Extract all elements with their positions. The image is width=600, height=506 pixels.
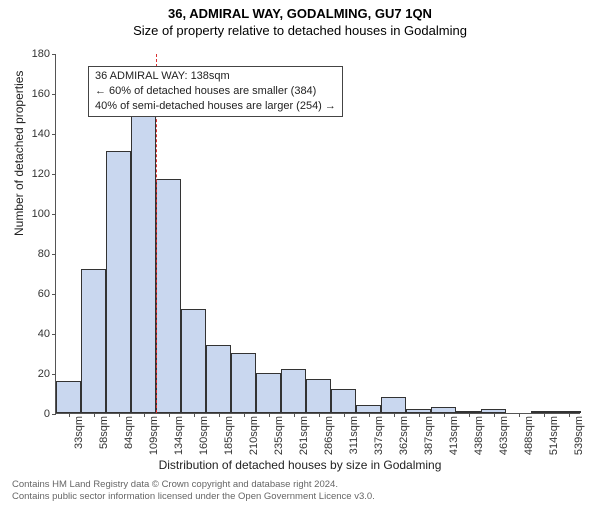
x-tick-mark [144, 413, 145, 417]
x-tick-label: 539sqm [573, 416, 585, 455]
x-tick-label: 463sqm [498, 416, 510, 455]
x-tick-mark [494, 413, 495, 417]
x-tick-label: 488sqm [523, 416, 535, 455]
marker-callout: 36 ADMIRAL WAY: 138sqm← 60% of detached … [88, 66, 343, 117]
attribution-text: Contains HM Land Registry data © Crown c… [12, 479, 375, 502]
y-tick-label: 20 [38, 368, 50, 380]
histogram-bar [156, 179, 181, 413]
x-tick-label: 438sqm [473, 416, 485, 455]
y-tick-label: 120 [32, 168, 50, 180]
x-tick-label: 134sqm [173, 416, 185, 455]
x-tick-mark [419, 413, 420, 417]
chart-sub-title: Size of property relative to detached ho… [0, 23, 600, 38]
x-tick-label: 58sqm [98, 416, 110, 449]
histogram-bar [106, 151, 131, 413]
y-tick-mark [52, 374, 56, 375]
x-tick-label: 311sqm [348, 416, 360, 454]
y-tick-mark [52, 334, 56, 335]
histogram-bar [206, 345, 231, 413]
histogram-bar [56, 381, 81, 413]
x-tick-mark [519, 413, 520, 417]
x-tick-mark [194, 413, 195, 417]
histogram-bar [131, 103, 156, 413]
x-tick-label: 413sqm [448, 416, 460, 455]
y-tick-mark [52, 174, 56, 175]
histogram-bar [181, 309, 206, 413]
x-tick-mark [244, 413, 245, 417]
y-tick-label: 160 [32, 88, 50, 100]
x-tick-label: 84sqm [123, 416, 135, 449]
x-tick-mark [569, 413, 570, 417]
histogram-bar [306, 379, 331, 413]
x-tick-label: 210sqm [248, 416, 260, 455]
attribution-line-1: Contains HM Land Registry data © Crown c… [12, 479, 375, 490]
x-tick-mark [544, 413, 545, 417]
y-tick-label: 0 [44, 408, 50, 420]
histogram-bar [356, 405, 381, 413]
x-axis-label: Distribution of detached houses by size … [0, 458, 600, 472]
x-tick-mark [394, 413, 395, 417]
x-tick-mark [344, 413, 345, 417]
x-tick-label: 109sqm [148, 416, 160, 455]
y-tick-label: 40 [38, 328, 50, 340]
callout-line-1: 36 ADMIRAL WAY: 138sqm [95, 69, 336, 84]
y-tick-mark [52, 414, 56, 415]
callout-line-3: 40% of semi-detached houses are larger (… [95, 99, 336, 114]
histogram-bar [81, 269, 106, 413]
chart-area: 02040608010012014016018033sqm58sqm84sqm1… [55, 54, 580, 414]
y-tick-label: 180 [32, 48, 50, 60]
y-tick-label: 60 [38, 288, 50, 300]
histogram-bar [256, 373, 281, 413]
x-tick-mark [294, 413, 295, 417]
x-tick-label: 185sqm [223, 416, 235, 455]
y-tick-label: 80 [38, 248, 50, 260]
x-tick-mark [444, 413, 445, 417]
x-tick-label: 261sqm [298, 416, 310, 455]
histogram-bar [281, 369, 306, 413]
histogram-bar [331, 389, 356, 413]
x-tick-mark [269, 413, 270, 417]
y-axis-label: Number of detached properties [12, 71, 26, 236]
callout-line-2: ← 60% of detached houses are smaller (38… [95, 84, 336, 99]
x-tick-label: 235sqm [273, 416, 285, 455]
y-tick-label: 140 [32, 128, 50, 140]
x-tick-mark [169, 413, 170, 417]
x-tick-mark [119, 413, 120, 417]
y-tick-mark [52, 294, 56, 295]
y-tick-label: 100 [32, 208, 50, 220]
x-tick-mark [69, 413, 70, 417]
x-tick-mark [319, 413, 320, 417]
x-tick-label: 387sqm [423, 416, 435, 455]
chart-main-title: 36, ADMIRAL WAY, GODALMING, GU7 1QN [0, 6, 600, 21]
histogram-bar [381, 397, 406, 413]
y-tick-mark [52, 214, 56, 215]
y-tick-mark [52, 94, 56, 95]
y-tick-mark [52, 134, 56, 135]
x-tick-label: 514sqm [548, 416, 560, 455]
x-tick-mark [469, 413, 470, 417]
x-tick-label: 362sqm [398, 416, 410, 455]
x-tick-mark [369, 413, 370, 417]
y-tick-mark [52, 54, 56, 55]
attribution-line-2: Contains public sector information licen… [12, 491, 375, 502]
x-tick-label: 337sqm [373, 416, 385, 455]
x-tick-label: 33sqm [73, 416, 85, 449]
x-tick-mark [94, 413, 95, 417]
x-tick-mark [219, 413, 220, 417]
histogram-bar [231, 353, 256, 413]
x-tick-label: 286sqm [323, 416, 335, 455]
x-tick-label: 160sqm [198, 416, 210, 455]
plot-region: 02040608010012014016018033sqm58sqm84sqm1… [55, 54, 580, 414]
y-tick-mark [52, 254, 56, 255]
